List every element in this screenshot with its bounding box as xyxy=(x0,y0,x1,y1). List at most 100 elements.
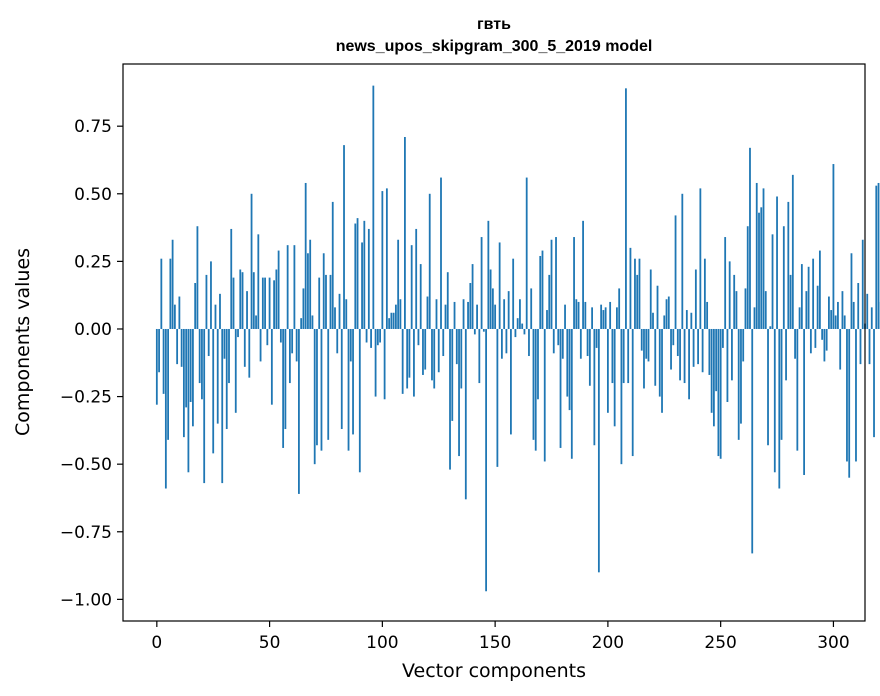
bar xyxy=(584,301,587,329)
bar xyxy=(577,301,580,329)
bar xyxy=(773,328,776,473)
bar xyxy=(523,328,526,335)
bar xyxy=(665,299,668,329)
bar xyxy=(325,274,327,329)
bar xyxy=(661,328,663,413)
bar xyxy=(699,188,702,329)
bar xyxy=(363,220,366,329)
bar xyxy=(722,328,724,348)
bar xyxy=(755,182,758,329)
bar xyxy=(758,212,760,329)
bar xyxy=(514,328,517,338)
bar xyxy=(789,274,792,329)
bar xyxy=(261,277,264,329)
bar xyxy=(264,277,266,329)
bar xyxy=(270,328,273,405)
bar xyxy=(187,328,190,473)
bar xyxy=(464,328,467,500)
bar xyxy=(645,328,648,359)
bar xyxy=(688,328,690,400)
bar xyxy=(228,328,230,384)
bar xyxy=(473,328,476,335)
bar xyxy=(510,328,512,435)
bar xyxy=(219,293,221,329)
bar xyxy=(182,328,185,438)
bar xyxy=(606,328,609,413)
bar xyxy=(446,272,449,329)
bar xyxy=(631,328,634,457)
bar xyxy=(749,147,751,329)
bar xyxy=(239,269,242,329)
bar xyxy=(458,328,460,457)
bar xyxy=(189,328,192,402)
bar xyxy=(586,328,589,357)
bar xyxy=(782,226,785,329)
bar xyxy=(173,304,176,329)
bar xyxy=(708,328,711,375)
bar xyxy=(162,328,165,394)
bar xyxy=(354,223,357,329)
bar xyxy=(340,328,343,430)
bar xyxy=(791,174,794,329)
bar xyxy=(329,274,332,329)
x-tick-label: 150 xyxy=(479,633,511,653)
bar xyxy=(550,239,553,329)
bar xyxy=(685,310,688,329)
x-tick-label: 250 xyxy=(704,633,736,653)
bar xyxy=(298,328,300,494)
bar xyxy=(803,328,805,475)
bar xyxy=(832,164,835,329)
x-tick-label: 50 xyxy=(259,633,281,653)
bar xyxy=(241,272,244,329)
bar xyxy=(816,285,819,329)
bar xyxy=(717,328,720,457)
bar xyxy=(365,328,368,343)
x-axis-label: Vector components xyxy=(402,660,586,682)
bar xyxy=(672,328,675,346)
bar xyxy=(410,245,413,329)
bar xyxy=(516,318,519,329)
bar xyxy=(850,253,853,329)
bar xyxy=(674,215,677,329)
bar xyxy=(798,307,801,329)
bar xyxy=(667,296,670,329)
bar xyxy=(568,328,571,411)
bar xyxy=(870,307,873,329)
bar xyxy=(223,328,226,359)
bar xyxy=(370,328,372,348)
bar xyxy=(557,328,560,346)
x-tick-label: 300 xyxy=(817,633,849,653)
bar xyxy=(279,328,282,343)
bar xyxy=(800,264,803,329)
bar xyxy=(394,304,397,329)
bar xyxy=(570,328,573,459)
bar xyxy=(528,328,530,357)
bar xyxy=(613,328,616,427)
bar xyxy=(701,328,704,373)
bar xyxy=(453,301,456,329)
bar xyxy=(304,182,307,329)
bar xyxy=(877,182,880,329)
bar xyxy=(805,291,808,329)
bar xyxy=(178,296,181,329)
bar xyxy=(358,328,361,473)
bar xyxy=(837,301,839,329)
bar xyxy=(519,299,521,329)
bar xyxy=(225,328,228,430)
bar xyxy=(320,328,323,451)
bar xyxy=(620,328,623,465)
bar xyxy=(180,328,183,367)
bar xyxy=(171,239,174,329)
bar xyxy=(426,296,429,329)
bar xyxy=(593,328,596,446)
bar xyxy=(552,328,555,354)
bar xyxy=(611,328,614,384)
bar xyxy=(212,328,215,454)
bar xyxy=(372,85,375,329)
bar xyxy=(460,328,463,389)
bar xyxy=(564,304,566,329)
bar xyxy=(525,177,528,329)
bar xyxy=(683,328,686,384)
bar xyxy=(787,201,790,329)
bar xyxy=(433,328,436,389)
